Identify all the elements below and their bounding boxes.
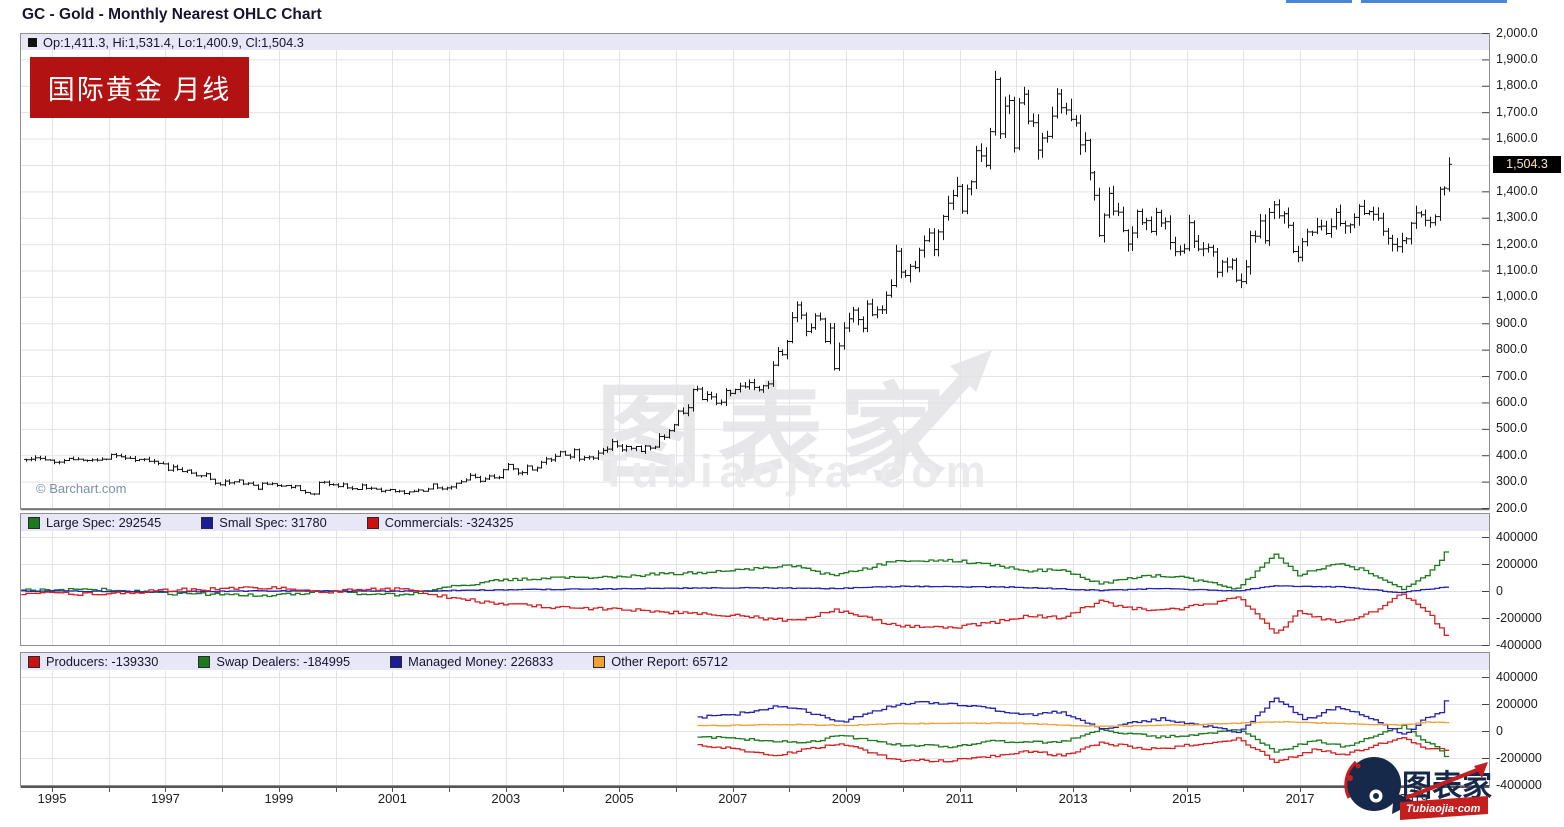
last-price-tag: 1,504.3 [1493, 155, 1561, 173]
x-axis-year-label: 1997 [150, 791, 180, 806]
x-axis-year-label: 2011 [945, 791, 974, 806]
ohlc-legend-swatch-icon [28, 37, 37, 47]
cot1-legend-strip: Large Spec: 292545 Small Spec: 31780 Com… [21, 514, 1489, 531]
price-axis-label: 600.0 [1496, 394, 1528, 409]
top-link-underline-2[interactable] [1361, 0, 1507, 3]
price-axis-label: 700.0 [1496, 368, 1528, 383]
price-axis-label: 1,200.0 [1496, 236, 1538, 251]
logo-en-text: Tubiaojia·com [1406, 803, 1481, 815]
small-spec-swatch-icon [201, 516, 214, 529]
price-axis-label: 400.0 [1496, 447, 1528, 462]
cot-axis-label: 400000 [1496, 529, 1538, 544]
other-report-swatch-icon [593, 655, 606, 668]
cot-axis-label: -400000 [1496, 777, 1542, 792]
commercials-label: Commercials: -324325 [384, 515, 514, 530]
legend-item-small-spec: Small Spec: 31780 [201, 515, 327, 530]
cot2-legend-strip: Producers: -139330 Swap Dealers: -184995… [21, 653, 1489, 670]
cot-axis-label: 0 [1496, 583, 1503, 598]
price-axis-label: 1,400.0 [1496, 183, 1538, 198]
cot-axis-label: -200000 [1496, 610, 1542, 625]
x-axis-year-label: 1999 [264, 791, 294, 806]
legend-item-other-report: Other Report: 65712 [593, 654, 728, 669]
watermark-cn-text: 图表家 [596, 376, 962, 494]
large-spec-label: Large Spec: 292545 [46, 515, 162, 530]
small-spec-label: Small Spec: 31780 [219, 515, 327, 530]
x-axis-year-label: 2001 [377, 791, 407, 806]
watermark-en-text: Tubiaojia·com [600, 446, 993, 497]
managed-money-swatch-icon [390, 655, 403, 668]
cot-axis-label: -200000 [1496, 750, 1542, 765]
cn-banner: 国际黄金 月线 [30, 57, 249, 118]
x-axis-year-label: 2007 [718, 791, 748, 806]
cot-axis-label: -400000 [1496, 637, 1542, 652]
price-axis-label: 1,000.0 [1496, 289, 1538, 304]
producers-label: Producers: -139330 [46, 654, 159, 669]
managed-money-label: Managed Money: 226833 [408, 654, 554, 669]
top-link-underline-1[interactable] [1286, 0, 1352, 3]
legend-item-managed-money: Managed Money: 226833 [390, 654, 553, 669]
price-axis-label: 1,700.0 [1496, 104, 1538, 119]
barchart-copyright: © Barchart.com [36, 481, 127, 496]
ohlc-legend-strip: Op:1,411.3, Hi:1,531.4, Lo:1,400.9, Cl:1… [21, 34, 1489, 50]
price-axis-label: 800.0 [1496, 342, 1528, 357]
x-axis-year-label: 2013 [1058, 791, 1088, 806]
cot-axis-label: 200000 [1496, 696, 1538, 711]
price-axis-label: 1,600.0 [1496, 131, 1538, 146]
x-axis-year-label: 2003 [491, 791, 521, 806]
price-axis-label: 200.0 [1496, 500, 1528, 515]
ohlc-legend-item: Op:1,411.3, Hi:1,531.4, Lo:1,400.9, Cl:1… [28, 35, 304, 50]
large-spec-swatch-icon [28, 516, 40, 529]
cot-axis-label: 400000 [1496, 669, 1538, 684]
cot-axis-label: 0 [1496, 723, 1503, 738]
cot-axis-label: 200000 [1496, 556, 1538, 571]
page-title: GC - Gold - Monthly Nearest OHLC Chart [22, 6, 322, 23]
x-axis-year-label: 2009 [831, 791, 861, 806]
price-axis-label: 500.0 [1496, 421, 1528, 436]
logo-head-icon [1347, 757, 1401, 811]
swap-dealers-swatch-icon [198, 655, 211, 668]
price-axis-label: 1,300.0 [1496, 210, 1538, 225]
swap-dealers-label: Swap Dealers: -184995 [216, 654, 351, 669]
price-axis-label: 900.0 [1496, 315, 1528, 330]
tubiaojia-logo: 图表家 Tubiaojia·com [1344, 757, 1492, 820]
other-report-label: Other Report: 65712 [611, 654, 728, 669]
ohlc-legend-text: Op:1,411.3, Hi:1,531.4, Lo:1,400.9, Cl:1… [43, 34, 304, 50]
price-axis-label: 2,000.0 [1496, 25, 1538, 40]
x-axis-year-label: 2017 [1285, 791, 1315, 806]
price-axis-label: 300.0 [1496, 474, 1528, 489]
price-axis-label: 1,900.0 [1496, 51, 1538, 66]
legend-item-producers: Producers: -139330 [28, 654, 158, 669]
commercials-swatch-icon [366, 516, 379, 529]
x-axis-year-label: 2005 [604, 791, 634, 806]
legend-item-large-spec: Large Spec: 292545 [28, 515, 161, 530]
legend-item-commercials: Commercials: -324325 [366, 515, 514, 530]
x-axis-year-label: 1995 [37, 791, 67, 806]
price-axis-label: 1,800.0 [1496, 78, 1538, 93]
x-axis-year-label: 2015 [1172, 791, 1202, 806]
legend-item-swap-dealers: Swap Dealers: -184995 [198, 654, 350, 669]
price-axis-label: 1,100.0 [1496, 263, 1538, 277]
producers-swatch-icon [28, 655, 40, 668]
